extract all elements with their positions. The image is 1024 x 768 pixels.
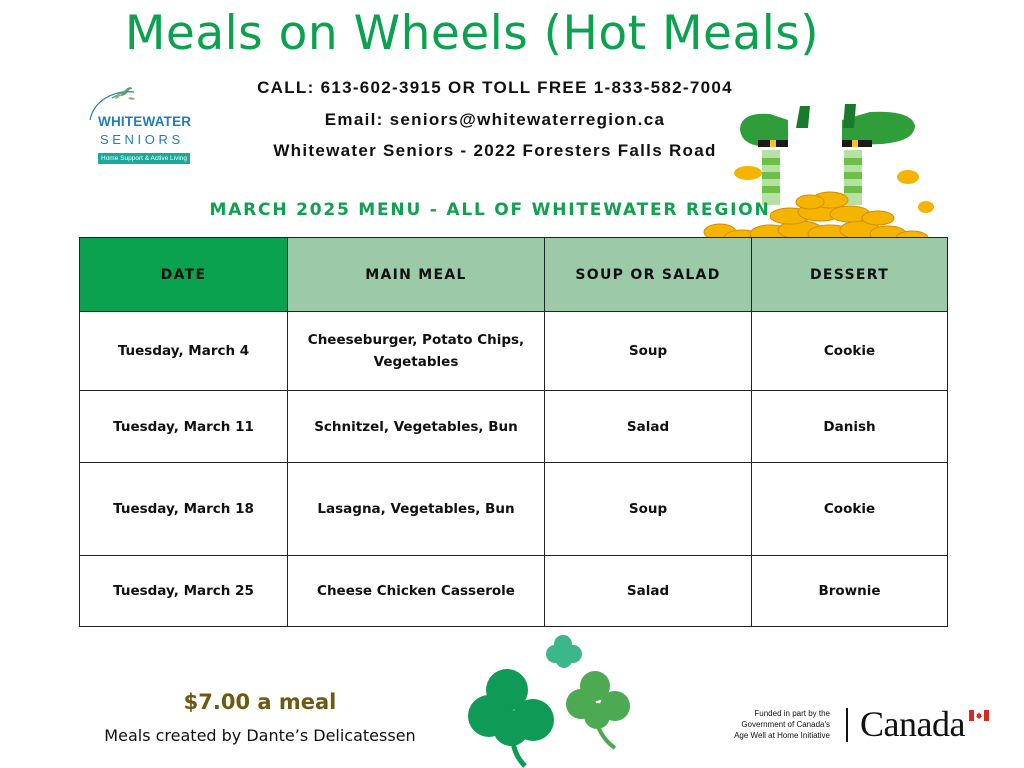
dessert-cell: Danish xyxy=(751,390,948,463)
column-header-date: DATE xyxy=(79,237,288,312)
dessert-cell: Cookie xyxy=(751,311,948,391)
meal-price: $7.00 a meal xyxy=(183,690,337,714)
menu-heading: MARCH 2025 MENU - ALL OF WHITEWATER REGI… xyxy=(209,200,771,220)
table-header-row: DATE MAIN MEAL SOUP OR SALAD DESSERT xyxy=(79,237,948,312)
page-title: Meals on Wheels (Hot Meals) xyxy=(124,6,820,61)
date-cell: Tuesday, March 18 xyxy=(79,462,288,556)
column-header-main-meal: MAIN MEAL xyxy=(287,237,545,312)
column-header-dessert: DESSERT xyxy=(751,237,948,312)
shamrock-icon xyxy=(468,635,630,768)
soup-or-salad-cell: Soup xyxy=(544,462,752,556)
soup-or-salad-cell: Salad xyxy=(544,390,752,463)
funding-acknowledgement: Funded in part by the Government of Cana… xyxy=(734,709,830,740)
date-cell: Tuesday, March 25 xyxy=(79,555,288,627)
leaf-swoosh-icon xyxy=(89,87,135,121)
canada-wordmark: Canada xyxy=(860,704,965,744)
whitewater-seniors-logo: WHITEWATER SENIORS Home Support & Active… xyxy=(84,86,194,168)
phone-line: CALL: 613-602-3915 OR TOLL FREE 1-833-58… xyxy=(257,78,733,97)
leprechaun-legs-gold-coins-illustration xyxy=(703,104,945,254)
table-row: Tuesday, March 4 Cheeseburger, Potato Ch… xyxy=(79,311,948,391)
maple-leaf-flag-icon xyxy=(969,710,989,721)
menu-table: DATE MAIN MEAL SOUP OR SALAD DESSERT Tue… xyxy=(79,237,948,627)
date-cell: Tuesday, March 4 xyxy=(79,311,288,391)
divider xyxy=(846,708,848,742)
soup-or-salad-cell: Salad xyxy=(544,555,752,627)
logo-tagline: Home Support & Active Living xyxy=(98,153,190,164)
address-line: Whitewater Seniors - 2022 Foresters Fall… xyxy=(273,141,717,160)
dessert-cell: Cookie xyxy=(751,462,948,556)
main-meal-cell: Cheeseburger, Potato Chips, Vegetables xyxy=(287,311,545,391)
email-line: Email: seniors@whitewaterregion.ca xyxy=(324,110,666,129)
date-cell: Tuesday, March 11 xyxy=(79,390,288,463)
main-meal-cell: Schnitzel, Vegetables, Bun xyxy=(287,390,545,463)
column-header-soup-or-salad: SOUP OR SALAD xyxy=(544,237,752,312)
logo-name: WHITEWATER xyxy=(98,114,192,129)
table-row: Tuesday, March 25 Cheese Chicken Cassero… xyxy=(79,555,948,627)
main-meal-cell: Cheese Chicken Casserole xyxy=(287,555,545,627)
logo-subname: SENIORS xyxy=(100,132,184,147)
table-row: Tuesday, March 11 Schnitzel, Vegetables,… xyxy=(79,390,948,463)
main-meal-cell: Lasagna, Vegetables, Bun xyxy=(287,462,545,556)
soup-or-salad-cell: Soup xyxy=(544,311,752,391)
caterer-credit: Meals created by Dante’s Delicatessen xyxy=(104,726,416,745)
dessert-cell: Brownie xyxy=(751,555,948,627)
table-row: Tuesday, March 18 Lasagna, Vegetables, B… xyxy=(79,462,948,556)
